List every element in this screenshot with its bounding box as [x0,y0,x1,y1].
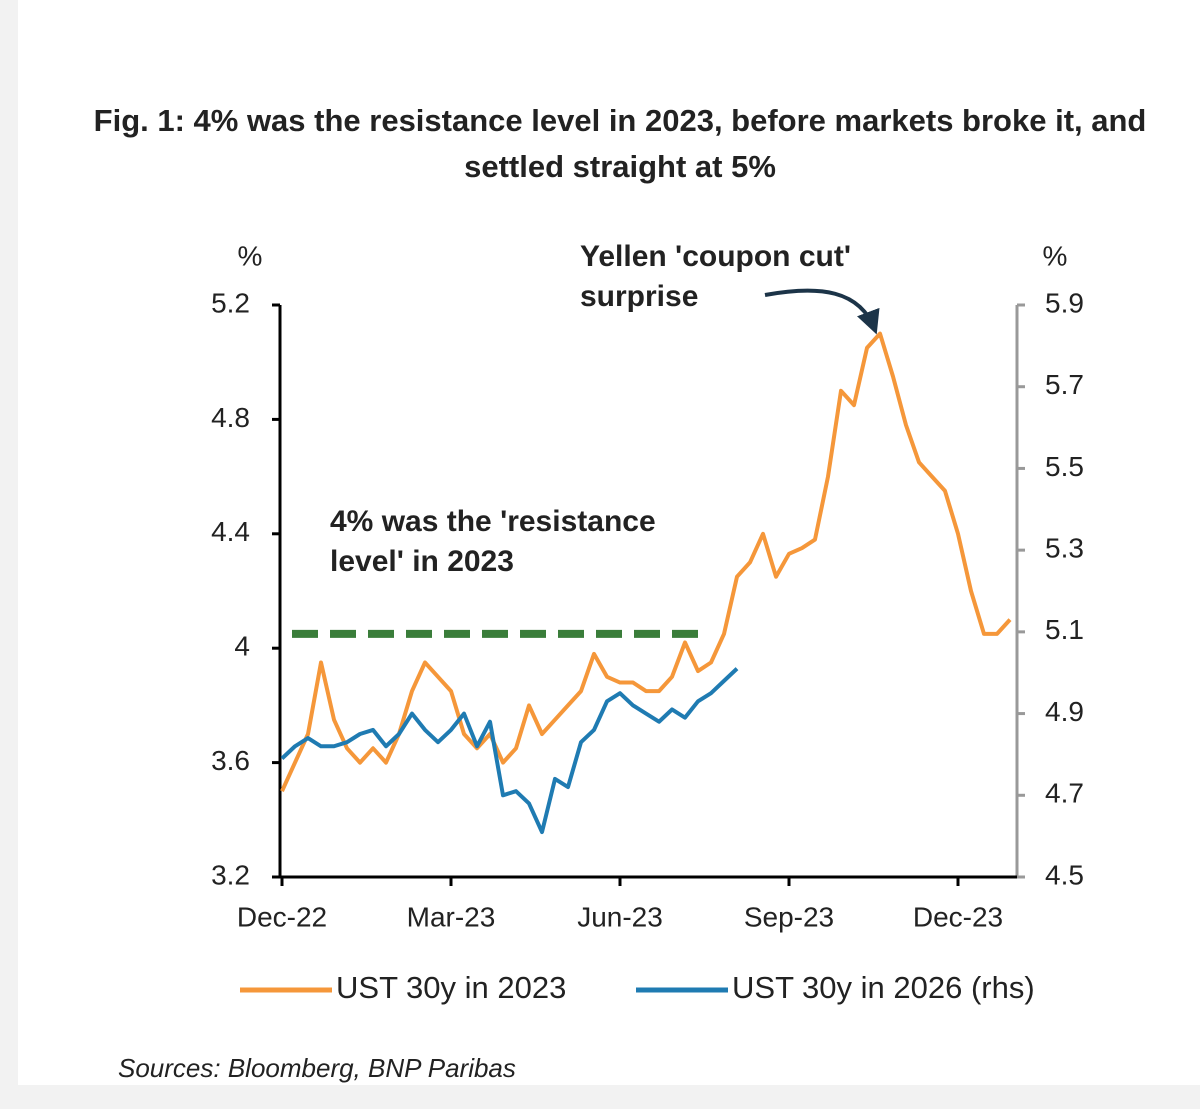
y-tick-label: 3.6 [211,745,250,776]
panel [18,0,1200,1085]
chart-title: Fig. 1: 4% was the resistance level in 2… [93,103,1147,184]
y2-tick-label: 5.5 [1045,451,1084,482]
y-tick-label: 4.4 [211,516,250,547]
legend-label: UST 30y in 2023 [336,970,566,1005]
annotation: Yellen 'coupon cut' [580,240,851,273]
y2-tick-label: 5.3 [1045,533,1084,564]
annotation: 4% was the 'resistance [330,505,656,538]
legend-label: UST 30y in 2026 (rhs) [732,970,1035,1005]
y-axis-label: % [238,240,263,271]
x-tick-label: Dec-22 [237,901,327,932]
annotation: surprise [580,280,698,313]
y-tick-label: 4.8 [211,402,250,433]
series-line [280,667,739,835]
y2-tick-label: 4.5 [1045,859,1084,890]
y2-tick-label: 4.9 [1045,696,1084,727]
y-tick-label: 4 [234,631,250,662]
y2-tick-label: 5.7 [1045,369,1084,400]
y2-axis-label: % [1043,240,1068,271]
annotation: level' in 2023 [330,545,514,578]
x-tick-label: Dec-23 [913,901,1003,932]
y2-tick-label: 5.1 [1045,614,1084,645]
x-tick-label: Sep-23 [744,901,834,932]
x-tick-label: Jun-23 [577,901,663,932]
source: Sources: Bloomberg, BNP Paribas [118,1053,516,1083]
y2-tick-label: 5.9 [1045,287,1084,318]
x-tick-label: Mar-23 [407,901,496,932]
y2-tick-label: 4.7 [1045,778,1084,809]
y-tick-label: 5.2 [211,287,250,318]
annotation-arrow [764,288,880,335]
y-tick-label: 3.2 [211,859,250,890]
series-line [280,331,1012,793]
